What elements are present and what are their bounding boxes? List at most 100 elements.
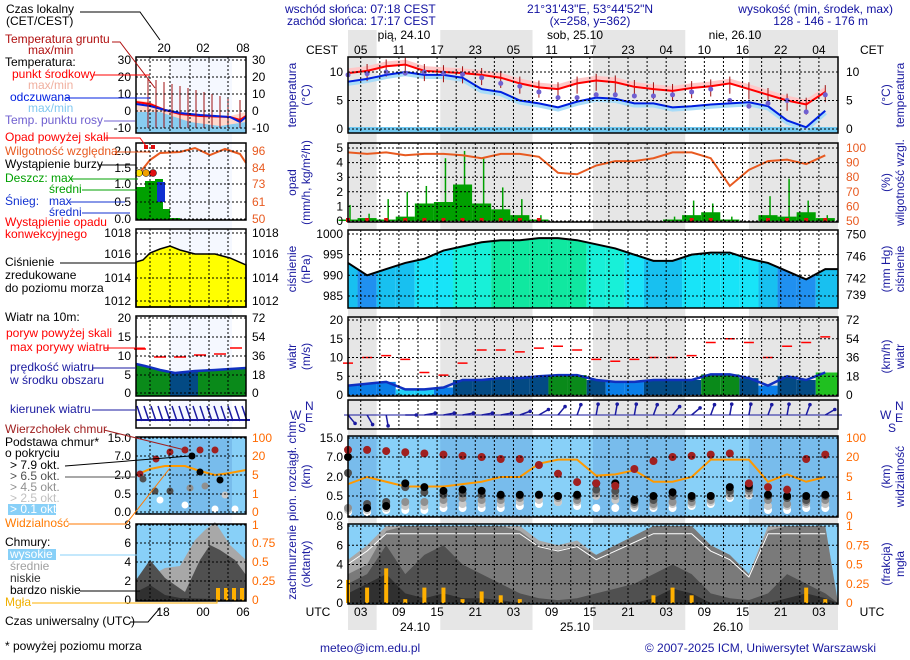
y-axis-unit-right: (km) — [879, 465, 893, 489]
y-tick-left: 7.0 — [326, 450, 343, 464]
y-tick-left: 6 — [336, 538, 343, 552]
dew-point-dot — [593, 92, 599, 98]
wind-direction-arrow — [786, 404, 790, 416]
cloud-base-dot — [458, 500, 467, 508]
footer-copyright: © 2007-2025 ICM, Uniwersytet Warszawski — [645, 641, 876, 655]
utc-date-label: 26.10 — [713, 620, 743, 634]
utc-date-label: 25.10 — [560, 620, 590, 634]
cloud-base-dot — [592, 485, 601, 494]
wind-speed-fill — [624, 381, 644, 395]
y-axis-unit-left: (hPa) — [299, 254, 313, 283]
mini-y-tick: 1.5 — [114, 161, 131, 175]
y-tick-left: 0.5 — [326, 489, 343, 503]
convective-marker — [689, 218, 694, 222]
y-tick-right: 20 — [846, 450, 860, 464]
day-label: sob, 25.10 — [547, 28, 603, 42]
local-time-tick: 10 — [698, 43, 712, 57]
utc-date-label: 24.10 — [400, 620, 430, 634]
dew-point-dot — [670, 92, 676, 98]
wind-direction-arrow — [748, 404, 752, 416]
wind-arrow-head — [563, 404, 567, 409]
ground-zero-band — [348, 127, 838, 133]
wind-direction-arrow — [500, 412, 512, 416]
legend-leader-line — [68, 467, 171, 525]
compass-east: E — [895, 411, 903, 425]
cloud-base-dot — [592, 504, 601, 512]
mini-y-tick: 7.0 — [114, 449, 131, 463]
cloud-top-dot — [515, 455, 524, 463]
wind-direction-arrow — [538, 408, 549, 416]
pressure-fill-segment — [529, 230, 549, 308]
legend-temperature: Temperatura: — [5, 55, 76, 69]
y-axis-unit-right: (%) — [879, 173, 893, 192]
legend-cloud-base: Podstawa chmur* — [5, 435, 99, 449]
mini-storm-dot — [142, 169, 150, 177]
local-time-tick: 11 — [545, 43, 558, 57]
y-axis-title-right: wiatr — [893, 344, 907, 370]
cloud-top-dot — [382, 447, 391, 456]
wind-direction-arrow — [614, 404, 618, 416]
mini-wind-arrow — [178, 405, 185, 422]
cloud-base-dot — [725, 483, 734, 492]
dew-point-dot — [498, 80, 504, 86]
wind-arrow-head — [615, 402, 619, 406]
legend-dew-point: Temp. punktu rosy — [5, 113, 103, 127]
dew-point-dot — [650, 93, 656, 99]
legend-rain-max: Deszcz: max — [5, 171, 74, 185]
local-time-tick: 05 — [507, 43, 521, 57]
mini-y-tick: -10 — [252, 121, 270, 135]
fog-bar — [403, 599, 408, 603]
wind-speed-fill — [796, 380, 816, 395]
legend-ground-temp: Temperatura gruntu — [5, 32, 110, 46]
pressure-fill-segment — [586, 230, 606, 308]
mini-y-tick: 20 — [118, 70, 132, 84]
cloud-base-dot — [611, 504, 620, 512]
pressure-fill-segment — [567, 230, 587, 308]
utc-label-left: UTC — [306, 605, 331, 619]
wind-arrow-head — [677, 404, 682, 409]
convective-marker — [823, 218, 828, 222]
mini-cloud-dot — [211, 446, 219, 454]
footer-email-link[interactable]: meteo@icm.edu.pl — [320, 641, 420, 655]
pressure-frame — [347, 229, 839, 309]
wind-speed-fill — [510, 378, 530, 395]
mini-y-tick: 2 — [124, 574, 131, 588]
y-tick-left: 15 — [330, 332, 344, 346]
wind-arrow-head — [787, 402, 791, 406]
mini-y-tick: 1018 — [252, 226, 279, 240]
y-tick-right: 750 — [846, 227, 866, 241]
y-tick-left: 5 — [336, 369, 343, 383]
coordinates: 21°31'43"E, 53°44'52"N — [527, 2, 653, 16]
fog-bar — [365, 587, 370, 603]
tz-right: CET — [860, 43, 885, 57]
mini-storm-dot — [149, 169, 157, 177]
cloud-base-dot — [420, 483, 429, 492]
legend-okt: > 7.9 okt. — [10, 458, 60, 472]
wind-speed-fill — [605, 381, 625, 395]
cloud-top-dot — [744, 479, 753, 488]
wind-speed-fill — [357, 383, 377, 395]
convective-marker — [479, 218, 484, 222]
mini-y-tick: 1016 — [104, 247, 131, 261]
wind-direction-arrow — [633, 404, 638, 416]
cloud-top-dot — [534, 461, 543, 469]
mini-y-tick: 5 — [124, 368, 131, 382]
legend-cloud-high: wysokie — [9, 547, 53, 561]
y-axis-title-left: zachmurzenie — [285, 525, 299, 600]
legend-rain-avg: średni — [49, 182, 82, 196]
fog-bar — [479, 591, 484, 603]
convective-marker — [517, 218, 522, 222]
elevation-values: 128 - 146 - 176 m — [773, 14, 868, 28]
rain-avg-bar — [414, 203, 434, 221]
legend-cloud-top: Wierzchołek chmur — [5, 422, 107, 436]
utc-time-tick: 21 — [621, 605, 635, 619]
legend-fog: Mgła — [5, 595, 31, 609]
y-axis-unit-right: (mm Hg) — [879, 246, 893, 293]
y-tick-left: 4 — [336, 558, 343, 572]
legend-feels-like-range: max/min — [28, 101, 73, 115]
y-tick-left: 0 — [336, 122, 343, 136]
wind-speed-fill — [720, 374, 740, 395]
convective-marker — [766, 218, 770, 222]
convective-marker — [536, 218, 541, 222]
legend-footnote: * powyżej poziomu morza — [5, 639, 142, 653]
